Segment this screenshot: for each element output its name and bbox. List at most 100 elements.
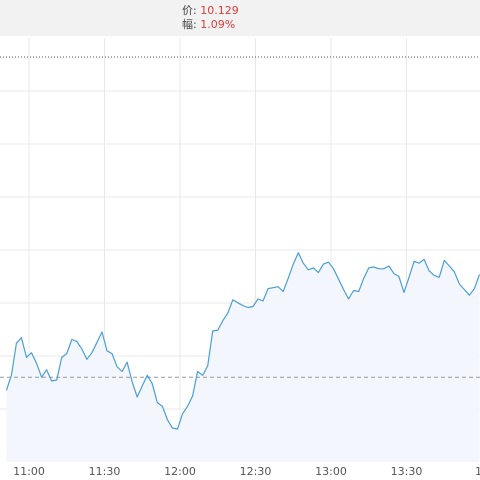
price-point: [306, 268, 310, 272]
price-point: [266, 287, 270, 291]
price-point: [165, 418, 169, 422]
price-point: [25, 355, 29, 359]
price-point: [311, 266, 315, 270]
price-point: [145, 373, 149, 377]
price-point: [427, 269, 431, 273]
price-point: [442, 258, 446, 262]
price-point: [447, 264, 451, 268]
price-point: [60, 355, 64, 359]
price-header: 价: 10.129 幅: 1.09%: [0, 0, 480, 36]
price-point: [90, 351, 94, 355]
price-point: [412, 259, 416, 263]
price-point: [281, 290, 285, 294]
price-point: [30, 351, 34, 355]
price-point: [75, 339, 79, 343]
price-point: [206, 364, 210, 368]
price-point: [362, 276, 366, 280]
price-point: [256, 297, 260, 301]
price-area: [6, 252, 480, 462]
price-point: [452, 270, 456, 274]
price-point: [462, 288, 466, 292]
price-point: [271, 286, 275, 290]
x-tick-label: 11:00: [13, 465, 45, 478]
price-point: [95, 340, 99, 344]
price-readout: 价: 10.129: [182, 4, 239, 18]
price-point: [347, 297, 351, 301]
price-point: [296, 251, 300, 255]
price-point: [135, 395, 139, 399]
price-point: [301, 261, 305, 265]
price-point: [40, 375, 44, 379]
price-point: [65, 352, 69, 356]
price-point: [9, 373, 13, 377]
price-point: [50, 379, 54, 383]
price-point: [186, 404, 190, 408]
price-point: [176, 427, 180, 431]
price-point: [226, 311, 230, 315]
price-point: [337, 277, 341, 281]
price-point: [241, 304, 245, 308]
price-point: [201, 373, 205, 377]
price-point: [181, 412, 185, 416]
price-point: [70, 338, 74, 342]
price-point: [251, 305, 255, 309]
price-point: [382, 267, 386, 271]
price-point: [397, 274, 401, 278]
price-point: [286, 276, 290, 280]
price-point: [467, 293, 471, 297]
price-point: [150, 382, 154, 386]
price-point: [4, 388, 8, 392]
price-point: [402, 290, 406, 294]
change-label: 幅:: [182, 18, 197, 31]
price-point: [115, 365, 119, 369]
price-point: [14, 341, 18, 345]
price-point: [170, 426, 174, 430]
price-point: [352, 289, 356, 293]
price-point: [221, 319, 225, 323]
price-point: [191, 394, 195, 398]
price-point: [130, 380, 134, 384]
price-point: [216, 328, 220, 332]
price-label: 价:: [182, 4, 197, 17]
price-point: [407, 275, 411, 279]
price-point: [45, 368, 49, 372]
x-tick-label: 13:30: [391, 465, 423, 478]
price-point: [327, 260, 331, 264]
price-point: [357, 290, 361, 294]
price-value: 10.129: [200, 4, 239, 17]
price-point: [457, 282, 461, 286]
price-point: [140, 384, 144, 388]
price-point: [291, 262, 295, 266]
price-point: [372, 265, 376, 269]
price-point: [19, 336, 23, 340]
price-point: [160, 404, 164, 408]
price-point: [55, 378, 59, 382]
price-point: [276, 285, 280, 289]
price-point: [417, 261, 421, 265]
price-point: [85, 357, 89, 361]
price-point: [432, 273, 436, 277]
x-axis: 11:00 11:30 12:00 12:30 13:00 13:30 14: [13, 465, 480, 478]
price-point: [80, 347, 84, 351]
price-point: [437, 275, 441, 279]
price-point: [422, 257, 426, 261]
x-tick-label: 12:00: [164, 465, 196, 478]
price-point: [321, 262, 325, 266]
price-point: [35, 361, 39, 365]
price-point: [332, 267, 336, 271]
price-point: [236, 301, 240, 305]
price-point: [316, 271, 320, 275]
price-point: [246, 306, 250, 310]
x-tick-label: 13:00: [315, 465, 347, 478]
price-point: [125, 360, 129, 364]
price-point: [196, 370, 200, 374]
price-point: [377, 267, 381, 271]
price-point: [155, 401, 159, 405]
price-point: [342, 288, 346, 292]
price-point: [472, 287, 476, 291]
price-point: [387, 264, 391, 268]
x-tick-label: 11:30: [89, 465, 121, 478]
price-line: [5, 252, 480, 430]
price-point: [105, 349, 109, 353]
